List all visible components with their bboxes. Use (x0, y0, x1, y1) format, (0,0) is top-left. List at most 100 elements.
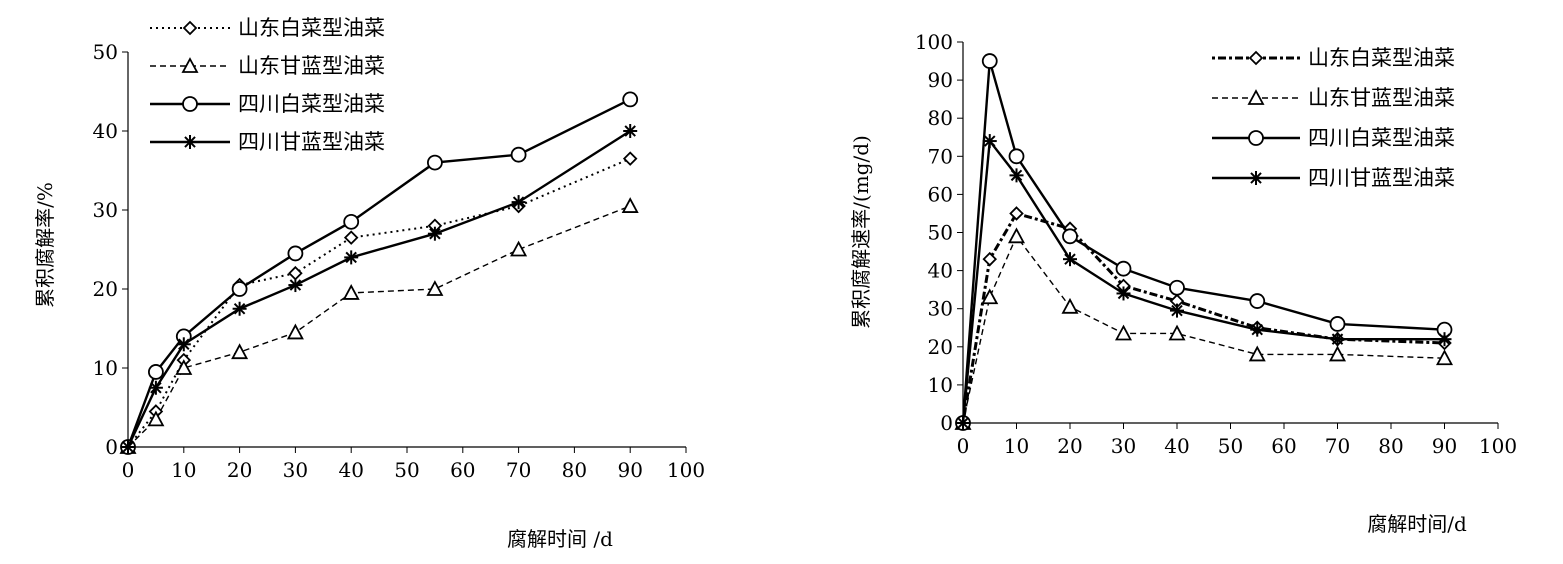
left-legend-marker-4 (183, 135, 197, 149)
right-y-tick-label: 80 (928, 106, 953, 130)
right-series-4-point-stroke-3 (1331, 333, 1344, 345)
left-series-4-point-stroke-3 (150, 382, 162, 394)
left-series-3-point (231, 281, 248, 297)
right-series-4-point (1330, 332, 1345, 347)
left-series-4-point (288, 278, 303, 293)
right-y-tick-label: 0 (940, 411, 953, 435)
right-x-tick-label: 100 (1479, 434, 1517, 458)
right-series-4-point-stroke-3 (957, 417, 969, 429)
right-series-3-point (1062, 228, 1078, 245)
left-y-tick-label: 30 (93, 198, 118, 222)
left-series-4-point-stroke-3 (289, 279, 302, 291)
left-legend-marker-1 (182, 20, 198, 36)
left-series-2-point (147, 410, 165, 427)
right-legend-marker-3 (1248, 130, 1264, 146)
left-series-4-point (176, 337, 191, 352)
left-y-tick-label: 50 (93, 40, 118, 64)
left-series-4-point (344, 250, 359, 265)
left-y-tick-label: 40 (93, 119, 118, 143)
left-series-4-point (232, 301, 247, 316)
right-series-4-point (1170, 303, 1184, 318)
right-legend-marker-4-stroke-3 (1250, 172, 1262, 184)
right-series-3-line (961, 60, 1445, 424)
right-series-3-point (1169, 279, 1185, 296)
right-series-4-point (1116, 286, 1131, 301)
left-series-4-point-stroke-3 (233, 303, 246, 315)
right-series-1-point (982, 251, 998, 267)
left-x-tick-label: 20 (227, 458, 252, 482)
left-legend-label-3: 四川白菜型油菜 (238, 92, 385, 116)
right-series-3-point (1329, 316, 1346, 332)
right-series-2-point (1328, 345, 1347, 362)
left-series-1-point (343, 230, 359, 245)
right-x-tick-label: 90 (1432, 434, 1457, 458)
right-series-2-point (1007, 227, 1026, 244)
left-y-axis-label: 累积腐解率/% (33, 182, 57, 308)
left-series-2-point (621, 197, 639, 213)
right-y-tick-label: 40 (928, 259, 953, 283)
left-x-tick-label: 30 (283, 458, 308, 482)
left-series-4-point (511, 195, 526, 210)
right-series-2-point (1168, 324, 1186, 341)
right-y-tick-label: 10 (928, 373, 953, 397)
right-x-axis-label: 腐解时间/d (1367, 512, 1467, 536)
left-legend-marker-2 (181, 57, 199, 73)
right-series-4-point-stroke-3 (1010, 169, 1023, 182)
cumulative-decomposition-speed-chart: 累积腐解速率/(mg/d) 腐解时间/d 0 10 20 30 40 50 60 70 80 90… (849, 30, 1517, 536)
right-x-tick-label: 0 (957, 434, 970, 458)
right-series-3-point (1115, 260, 1132, 277)
right-y-tick-label: 60 (928, 182, 953, 206)
right-legend-label-2: 山东甘蓝型油菜 (1308, 86, 1455, 110)
left-series-4-point (121, 440, 135, 454)
right-series-1-line (961, 211, 1445, 424)
left-y-tick-label: 20 (93, 277, 118, 301)
left-series-1-point (288, 265, 303, 281)
left-series-4-point (148, 380, 163, 395)
left-series-2-point (342, 284, 360, 300)
right-y-tick-label: 90 (928, 68, 953, 92)
left-x-tick-label: 70 (506, 458, 531, 482)
left-series-3-point (343, 213, 360, 230)
left-x-tick-label: 80 (562, 458, 587, 482)
left-series-4-point-stroke-3 (178, 338, 190, 351)
left-series-3-point (622, 91, 639, 108)
left-series-3-point (147, 364, 164, 380)
left-series-2-line (127, 205, 631, 448)
right-y-tick-label: 30 (928, 297, 953, 321)
right-series-4-point-stroke-3 (1251, 323, 1263, 336)
cumulative-decomposition-rate-chart: 累积腐解率/% 腐解时间 /d 0 10 20 30 40 50 60 70 80 90 100 0 1… (33, 16, 705, 551)
left-x-tick-label: 10 (171, 458, 196, 482)
right-x-tick-label: 20 (1057, 434, 1082, 458)
right-series-4-point (1063, 252, 1077, 267)
right-x-tick-label: 40 (1164, 434, 1189, 458)
left-y-tick-label: 0 (105, 435, 118, 459)
left-series-2-point (175, 359, 193, 375)
right-legend-label-4: 四川甘蓝型油菜 (1308, 166, 1455, 190)
left-series-4-point-stroke-3 (122, 441, 134, 453)
left-series-4-point (623, 124, 638, 138)
left-legend-label-2: 山东甘蓝型油菜 (238, 54, 385, 78)
right-series-4-point-stroke-3 (1117, 287, 1130, 300)
left-legend-marker-4-stroke-3 (184, 136, 196, 148)
right-series-4-point-stroke-3 (1171, 304, 1183, 317)
right-series-4-point (982, 134, 997, 149)
right-x-tick-label: 60 (1271, 434, 1296, 458)
left-series-2-point (510, 240, 528, 257)
right-series-4-point (1250, 322, 1265, 337)
right-series-4-point-stroke-3 (984, 135, 996, 147)
left-series-4-point-stroke-3 (512, 196, 525, 208)
right-series-3-point (981, 53, 998, 69)
right-series-4-point-stroke-3 (1064, 253, 1076, 265)
right-x-tick-label: 80 (1378, 434, 1403, 458)
right-y-axis-label: 累积腐解速率/(mg/d) (849, 135, 873, 329)
right-series-2-line (962, 234, 1445, 424)
left-series-4-line (126, 129, 631, 448)
right-legend-marker-1 (1248, 50, 1264, 66)
left-series-2-point (231, 343, 249, 360)
left-series-2-point (286, 323, 304, 340)
right-legend-marker-2 (1247, 89, 1265, 105)
right-y-tick-label: 50 (928, 221, 953, 245)
right-series-2-point (1114, 324, 1133, 341)
left-series-3-point (287, 245, 304, 262)
left-series-3-point (426, 154, 443, 171)
